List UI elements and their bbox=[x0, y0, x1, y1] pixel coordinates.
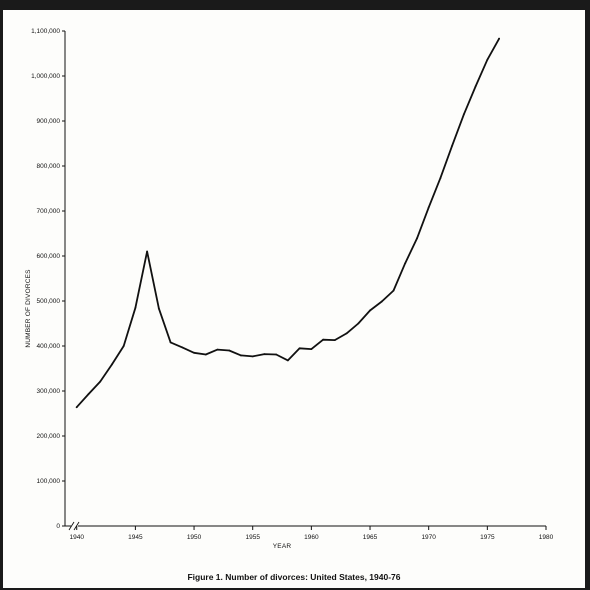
data-point bbox=[498, 37, 500, 40]
chart-axes bbox=[64, 31, 546, 531]
line-chart: 0 100,000 200,000 300,000 400,000 500,000 600,… bbox=[25, 28, 554, 550]
data-point bbox=[439, 177, 442, 180]
data-point bbox=[193, 351, 195, 354]
y-tick-label: 1,100,000 bbox=[31, 28, 60, 35]
data-point bbox=[462, 113, 465, 116]
y-axis-title: NUMBER OF DIVORCES bbox=[25, 269, 32, 348]
data-point bbox=[392, 289, 395, 292]
x-axis-title: YEAR bbox=[273, 543, 292, 550]
y-tick-label: 600,000 bbox=[37, 253, 61, 260]
data-point bbox=[75, 406, 78, 409]
y-tick-label: 900,000 bbox=[37, 118, 61, 125]
data-point bbox=[404, 262, 407, 265]
data-point bbox=[451, 144, 454, 147]
data-point bbox=[416, 237, 418, 240]
x-axis-ticks: 1940 1945 1950 1955 1960 1965 1970 1975 1980 bbox=[69, 526, 554, 541]
y-axis-ticks: 0 100,000 200,000 300,000 400,000 500,000 600,… bbox=[31, 28, 65, 530]
data-point bbox=[87, 393, 90, 396]
data-point bbox=[310, 348, 313, 351]
x-tick-label: 1965 bbox=[363, 534, 378, 541]
x-tick-label: 1955 bbox=[245, 534, 260, 541]
x-tick-label: 1970 bbox=[421, 534, 436, 541]
y-tick-label: 400,000 bbox=[37, 343, 61, 350]
data-point bbox=[369, 309, 371, 312]
data-point bbox=[298, 347, 301, 350]
x-tick-label: 1975 bbox=[480, 534, 495, 541]
data-point bbox=[204, 353, 207, 356]
data-point bbox=[474, 85, 477, 88]
y-tick-label: 800,000 bbox=[37, 163, 61, 170]
data-point bbox=[345, 332, 348, 335]
y-tick-label: 0 bbox=[56, 523, 60, 530]
x-tick-label: 1945 bbox=[128, 534, 143, 541]
data-point bbox=[263, 353, 266, 355]
data-point bbox=[134, 306, 137, 309]
data-point bbox=[486, 58, 489, 61]
data-point bbox=[111, 363, 113, 366]
data-point bbox=[322, 338, 324, 341]
y-tick-label: 300,000 bbox=[37, 388, 61, 395]
data-point bbox=[146, 250, 149, 253]
x-tick-label: 1940 bbox=[69, 534, 84, 541]
data-point bbox=[99, 380, 102, 383]
y-tick-label: 700,000 bbox=[37, 208, 61, 215]
y-tick-label: 500,000 bbox=[37, 298, 61, 305]
x-tick-label: 1950 bbox=[187, 534, 202, 541]
data-point bbox=[169, 341, 172, 344]
data-point bbox=[427, 206, 430, 209]
series-line bbox=[75, 37, 500, 409]
data-point bbox=[380, 300, 383, 303]
data-point bbox=[275, 353, 278, 356]
data-point bbox=[157, 307, 160, 310]
figure-page: 0 100,000 200,000 300,000 400,000 500,000 600,… bbox=[3, 10, 585, 588]
axis-break-mark bbox=[68, 521, 75, 531]
data-point bbox=[122, 345, 125, 347]
data-point bbox=[181, 346, 184, 349]
y-tick-label: 1,000,000 bbox=[31, 73, 60, 80]
data-point bbox=[251, 355, 254, 358]
x-tick-label: 1960 bbox=[304, 534, 319, 541]
x-tick-label: 1980 bbox=[539, 534, 554, 541]
y-tick-label: 200,000 bbox=[37, 433, 61, 440]
data-point bbox=[357, 322, 360, 325]
chart-series bbox=[75, 37, 500, 409]
data-point bbox=[240, 354, 242, 357]
y-tick-label: 100,000 bbox=[37, 478, 61, 485]
data-point bbox=[333, 339, 336, 342]
data-point bbox=[228, 349, 231, 352]
figure-caption: Figure 1. Number of divorces: United Sta… bbox=[187, 572, 401, 582]
data-point bbox=[216, 348, 219, 351]
data-point bbox=[287, 359, 289, 362]
